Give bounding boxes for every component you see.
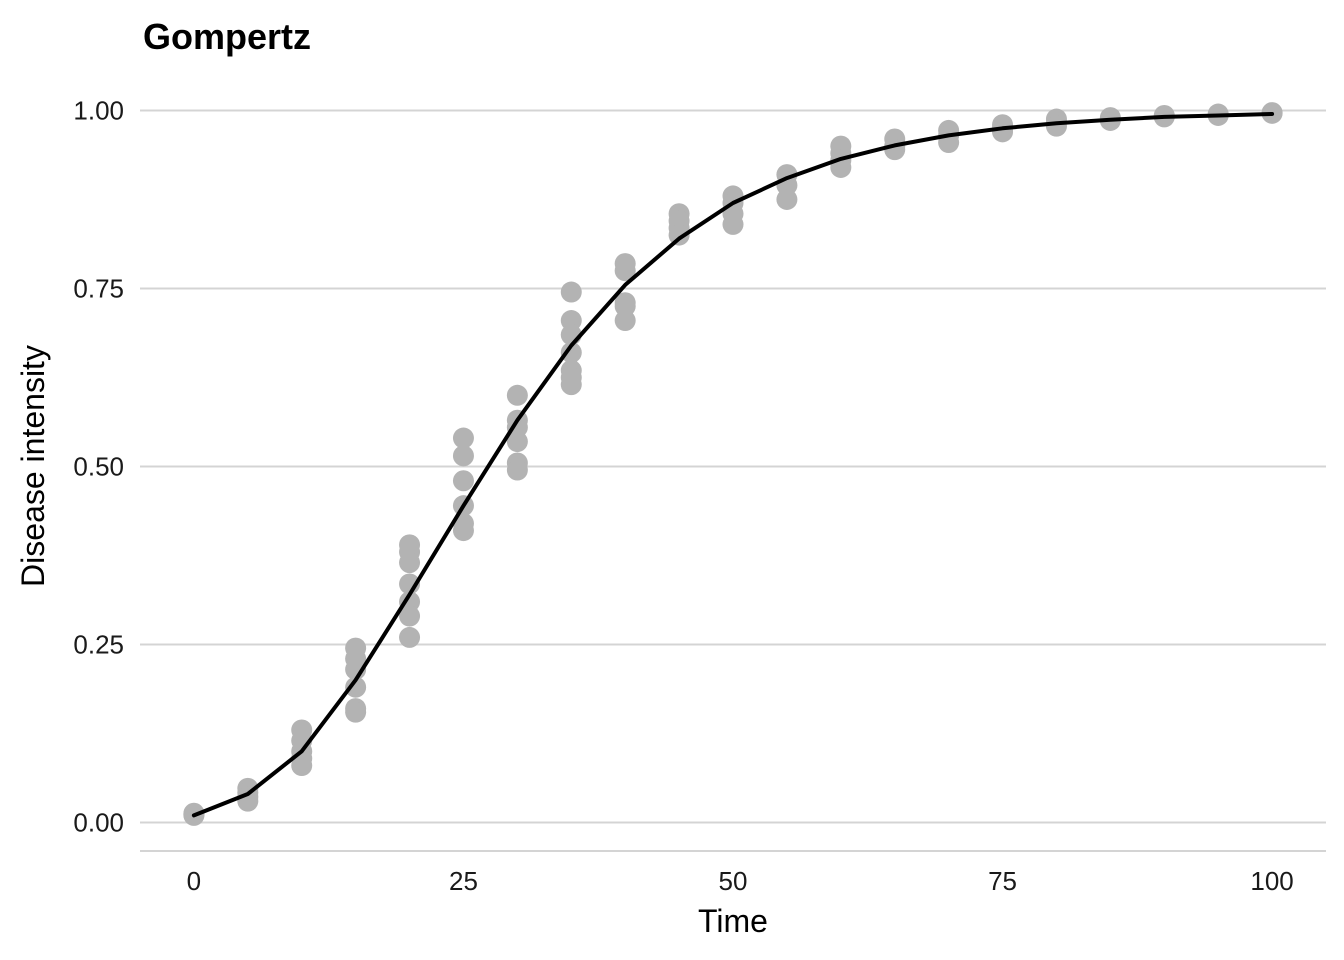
data-point [399,605,421,627]
data-point [345,701,367,723]
x-tick-label: 100 [1250,866,1293,896]
data-point [776,188,798,210]
data-point [992,121,1014,143]
data-point [345,676,367,698]
chart-title: Gompertz [143,16,311,57]
x-tick-label: 75 [988,866,1017,896]
x-axis-ticks: 0 25 50 75 100 [187,866,1294,896]
fitted-curve [191,112,1275,818]
data-point [291,755,313,777]
data-point [506,431,528,453]
data-point [452,520,474,542]
y-tick-label: 0.75 [73,273,124,303]
x-tick-label: 0 [187,866,201,896]
y-axis-ticks: 0.00 0.25 0.50 0.75 1.00 [73,95,124,837]
data-point [399,626,421,648]
data-point [506,384,528,406]
data-point [399,552,421,574]
data-point [614,260,636,282]
x-tick-label: 50 [719,866,748,896]
data-point [560,281,582,303]
data-point [668,224,690,246]
data-point [452,470,474,492]
y-tick-label: 0.25 [73,630,124,660]
grid-lines [140,109,1326,824]
y-axis-title: Disease intensity [15,345,51,587]
data-point [722,213,744,235]
data-point [506,459,528,481]
observed-points [183,102,1283,826]
y-tick-label: 0.50 [73,452,124,482]
data-point [452,427,474,449]
data-point [560,374,582,396]
y-tick-label: 1.00 [73,95,124,125]
x-tick-label: 25 [449,866,478,896]
data-point [560,342,582,364]
y-tick-label: 0.00 [73,808,124,838]
data-point [614,310,636,332]
x-axis-title: Time [698,903,768,939]
data-point [1045,115,1067,137]
data-point [452,445,474,467]
